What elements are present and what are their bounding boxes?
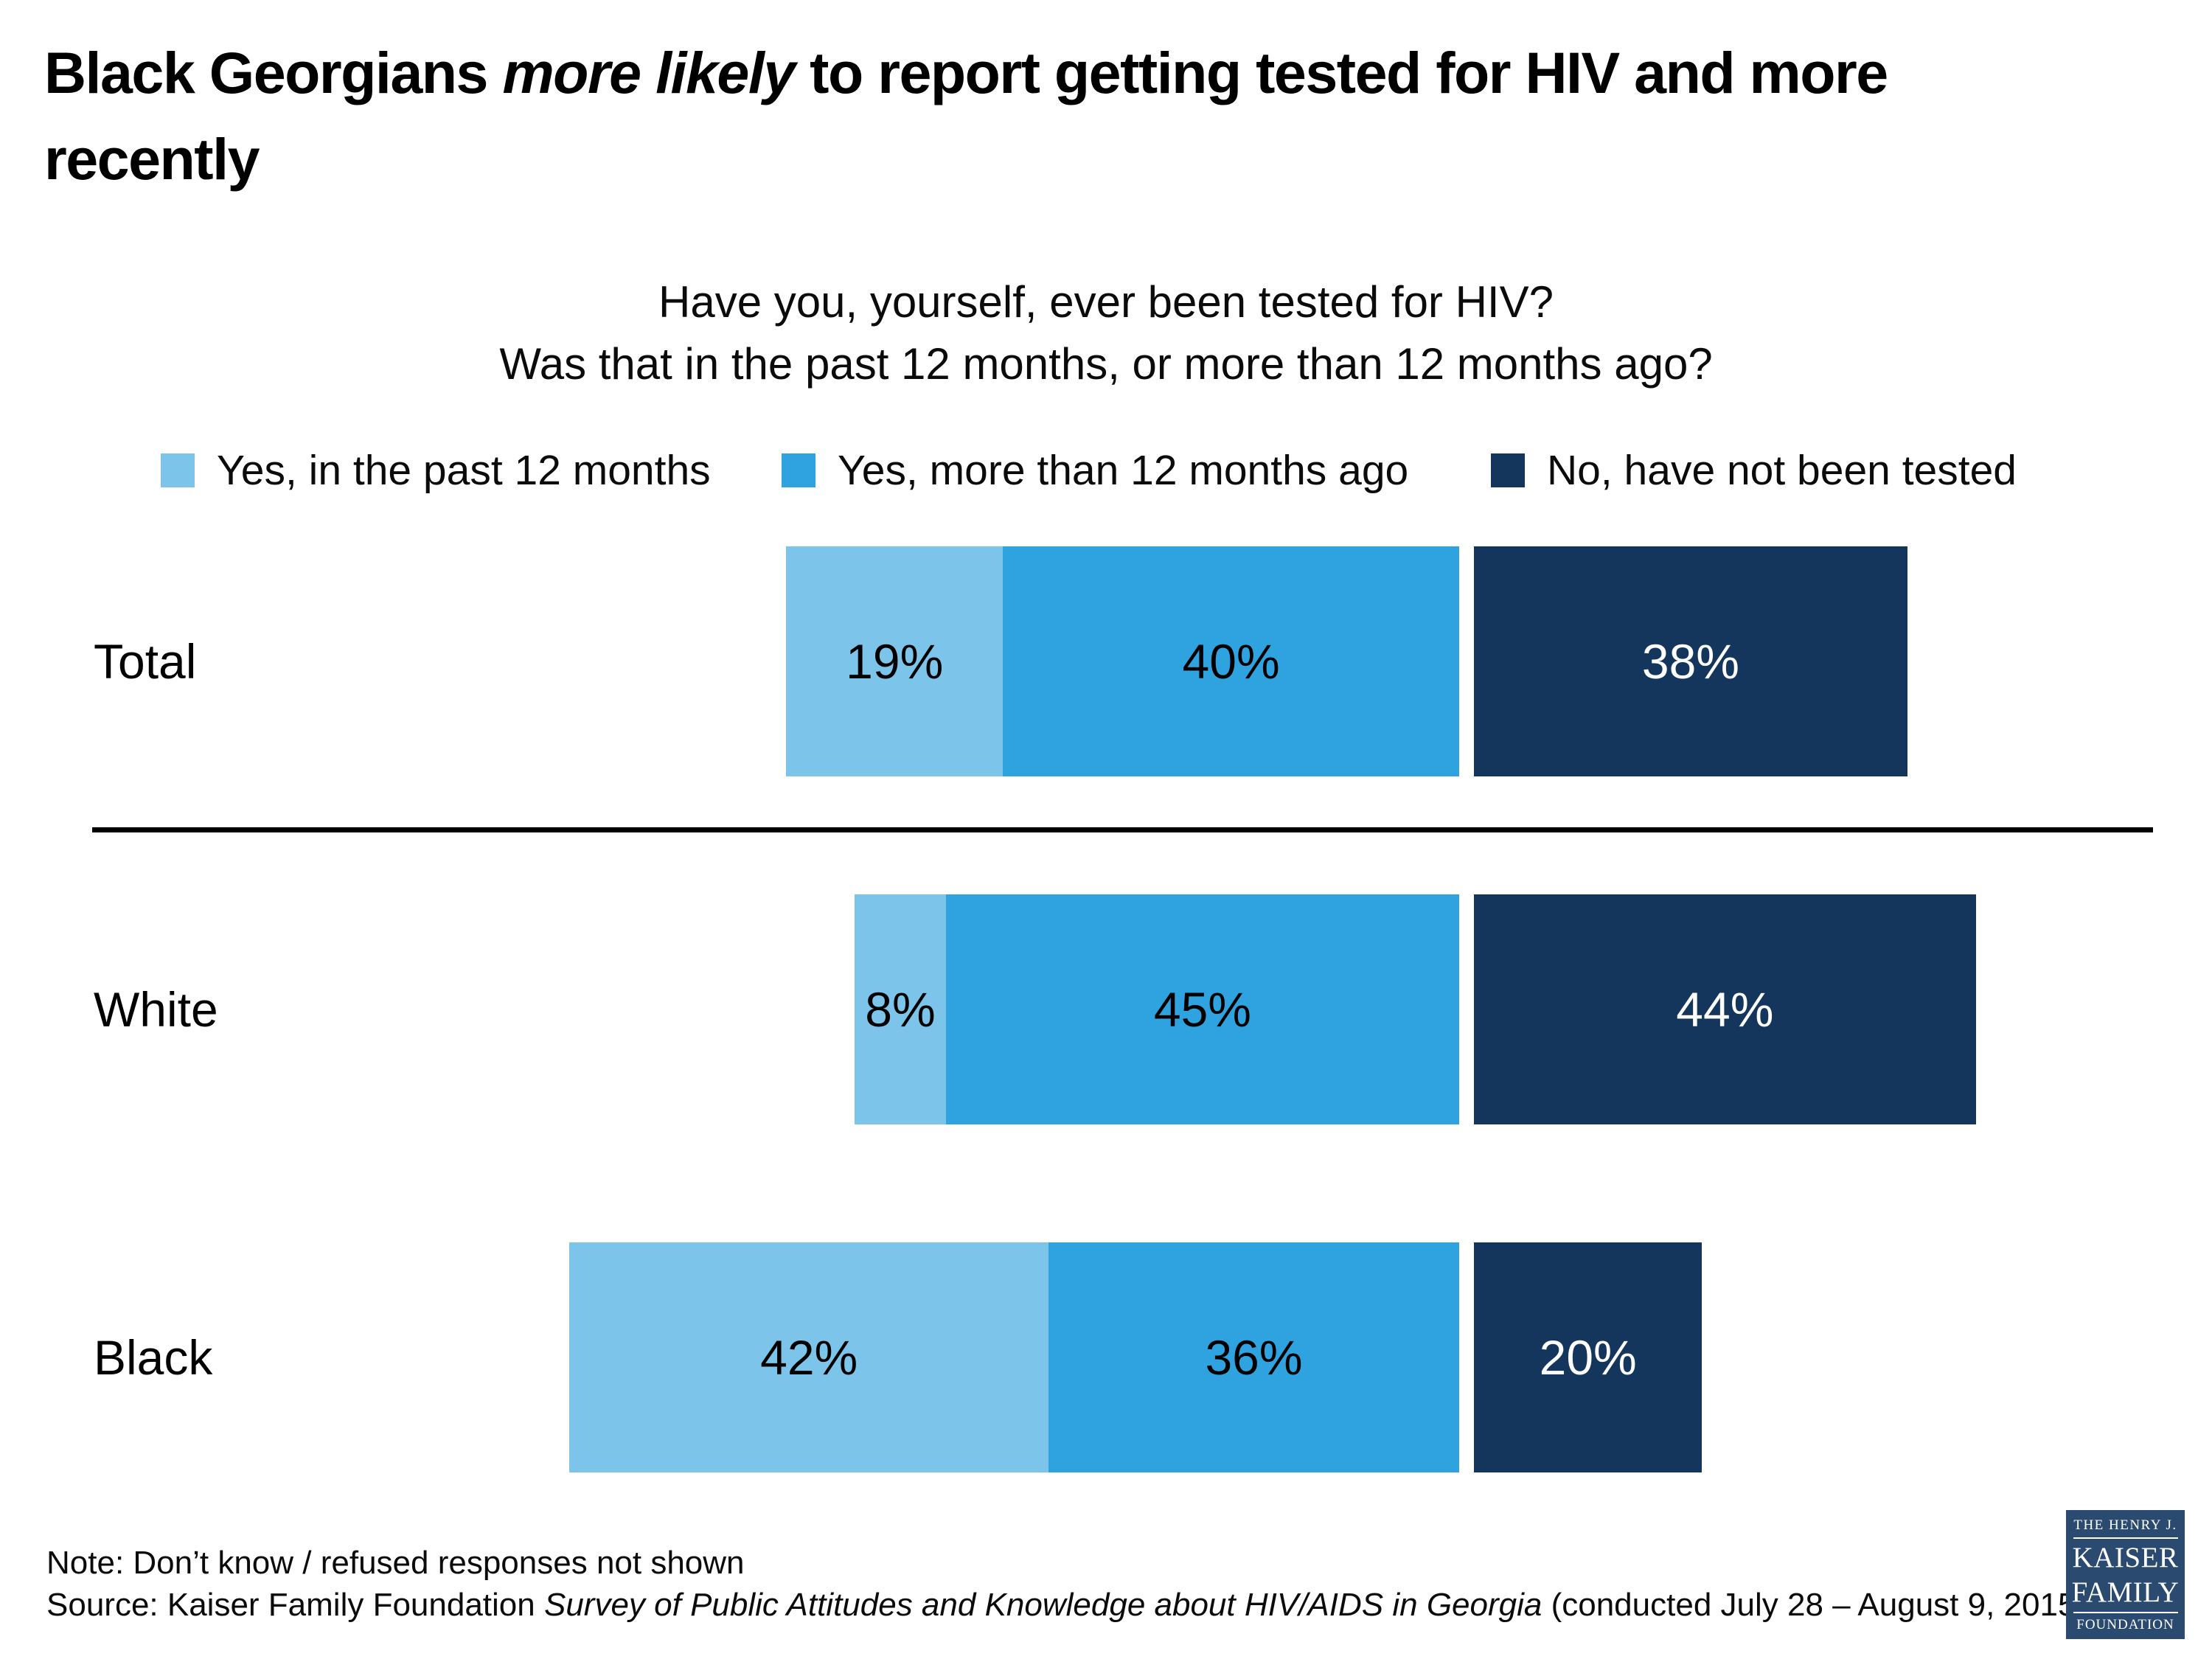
- data-label: 40%: [1182, 634, 1280, 689]
- kff-logo: THE HENRY J. KAISER FAMILY FOUNDATION: [2066, 1510, 2185, 1639]
- total-divider-line: [92, 827, 2153, 832]
- bar-row-black: Black 42% 36% 20%: [0, 1242, 2212, 1472]
- logo-line-henry: THE HENRY J.: [2073, 1517, 2177, 1533]
- legend-label: Yes, more than 12 months ago: [838, 447, 1409, 494]
- logo-line-kaiser: KAISER: [2072, 1542, 2179, 1573]
- legend-swatch-icon: [161, 453, 195, 487]
- data-label: 44%: [1676, 982, 1774, 1037]
- legend-swatch-icon: [1491, 453, 1525, 487]
- bar-segment: 38%: [1474, 546, 1907, 776]
- source-text: Source: Kaiser Family Foundation Survey …: [46, 1587, 2087, 1624]
- bar-segment: 45%: [945, 894, 1459, 1124]
- category-label-black: Black: [94, 1330, 213, 1385]
- bar-row-white: White 8% 45% 44%: [0, 894, 2212, 1124]
- legend-label: No, have not been tested: [1547, 447, 2017, 494]
- data-label: 38%: [1641, 634, 1739, 689]
- title-italic: more likely: [502, 40, 796, 105]
- data-label: 36%: [1205, 1330, 1303, 1385]
- logo-rule-bottom: [2073, 1612, 2178, 1613]
- bar-segment: 19%: [786, 546, 1004, 776]
- bar-segment: 36%: [1048, 1242, 1459, 1472]
- bar-segment: 8%: [855, 894, 946, 1124]
- legend-label: Yes, in the past 12 months: [217, 447, 711, 494]
- data-label: 19%: [846, 634, 944, 689]
- data-label: 42%: [760, 1330, 858, 1385]
- data-label: 8%: [865, 982, 936, 1037]
- bar-segment: 42%: [569, 1242, 1049, 1472]
- legend-item: Yes, in the past 12 months: [161, 447, 711, 494]
- data-label: 20%: [1539, 1330, 1637, 1385]
- title-suffix: to report getting tested for HIV and mor…: [794, 40, 1888, 105]
- legend-item: No, have not been tested: [1491, 447, 2017, 494]
- survey-question: Have you, yourself, ever been tested for…: [0, 271, 2212, 395]
- note-text: Note: Don’t know / refused responses not…: [46, 1545, 745, 1581]
- category-label-total: Total: [94, 634, 197, 689]
- legend-swatch-icon: [782, 453, 815, 487]
- category-label-white: White: [94, 982, 218, 1037]
- legend: Yes, in the past 12 months Yes, more than…: [0, 447, 2212, 494]
- survey-question-line2: Was that in the past 12 months, or more …: [499, 339, 1713, 389]
- logo-line-family: FAMILY: [2071, 1576, 2180, 1608]
- data-label: 45%: [1153, 982, 1251, 1037]
- source-suffix: (conducted July 28 – August 9, 2015): [1542, 1587, 2087, 1623]
- logo-line-foundation: FOUNDATION: [2076, 1617, 2174, 1632]
- source-survey-name: Survey of Public Attitudes and Knowledge…: [543, 1587, 1543, 1623]
- source-prefix: Source: Kaiser Family Foundation: [46, 1587, 544, 1623]
- logo-rule-top: [2073, 1537, 2178, 1539]
- chart-title: Black Georgians more likely to report ge…: [44, 29, 2197, 202]
- title-line2: recently: [44, 126, 260, 192]
- legend-item: Yes, more than 12 months ago: [782, 447, 1408, 494]
- bar-segment: 40%: [1003, 546, 1459, 776]
- bar-row-total: Total 19% 40% 38%: [0, 546, 2212, 776]
- survey-question-line1: Have you, yourself, ever been tested for…: [658, 277, 1554, 327]
- bar-segment: 20%: [1474, 1242, 1703, 1472]
- title-prefix: Black Georgians: [44, 40, 503, 105]
- bar-segment: 44%: [1474, 894, 1976, 1124]
